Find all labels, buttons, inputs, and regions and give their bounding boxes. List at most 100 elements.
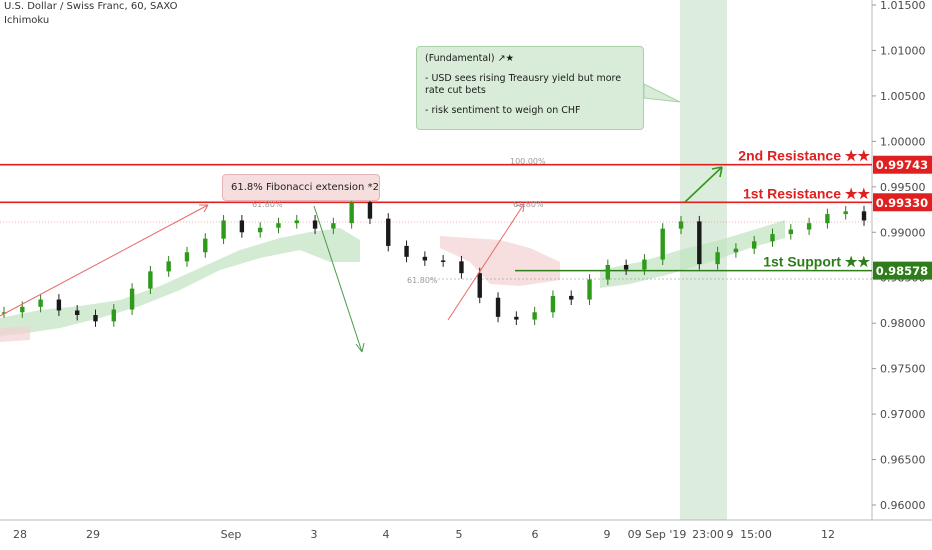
chart-header: U.S. Dollar / Swiss Franc, 60, SAXO Ichi… bbox=[4, 0, 177, 28]
candle-body bbox=[239, 220, 245, 233]
forecast-arrow bbox=[684, 166, 723, 203]
candle-body bbox=[733, 248, 739, 253]
candle-body bbox=[569, 295, 574, 300]
x-tick-label: 29 bbox=[86, 528, 100, 541]
candle-body bbox=[477, 273, 482, 298]
x-tick-label: 23:00 bbox=[692, 528, 724, 541]
upward-arrow bbox=[0, 204, 209, 317]
candle-body bbox=[678, 221, 684, 229]
arrow-head bbox=[711, 166, 723, 178]
y-tick-label: 1.01000 bbox=[880, 44, 926, 57]
candle-body bbox=[770, 234, 775, 242]
candle-body bbox=[440, 260, 446, 262]
x-tick-label: 5 bbox=[456, 528, 463, 541]
price-tag bbox=[873, 155, 932, 174]
candle-body bbox=[111, 309, 116, 322]
level-label: 2nd Resistance ★★ bbox=[738, 148, 870, 164]
candle-body bbox=[697, 221, 702, 265]
candle-body bbox=[587, 279, 592, 300]
candle-body bbox=[788, 229, 794, 235]
level-label: 1st Resistance ★★ bbox=[743, 185, 870, 201]
arrow-head bbox=[515, 203, 525, 213]
y-tick-label: 0.99000 bbox=[880, 226, 926, 239]
candle-body bbox=[276, 223, 281, 228]
candle-body bbox=[550, 295, 556, 313]
price-tag-value: 0.99330 bbox=[876, 196, 928, 210]
candle-body bbox=[349, 202, 354, 224]
candle-body bbox=[861, 211, 867, 221]
fundamental-note: (Fundamental) ↗★ - USD sees rising Treau… bbox=[416, 46, 644, 130]
y-tick-label: 0.96500 bbox=[880, 454, 926, 467]
candle-body bbox=[623, 265, 629, 270]
note-title: (Fundamental) ↗★ bbox=[425, 53, 515, 64]
candle-body bbox=[422, 256, 428, 261]
x-tick-label: 6 bbox=[532, 528, 539, 541]
candle-body bbox=[532, 312, 537, 320]
fib-mark-label: 61.80% bbox=[252, 200, 283, 209]
upward-arrow bbox=[447, 203, 525, 321]
price-tag bbox=[873, 261, 932, 280]
candle-body bbox=[660, 228, 665, 260]
candle-body bbox=[331, 223, 336, 229]
x-tick-label: 28 bbox=[13, 528, 27, 541]
y-tick-label: 0.97000 bbox=[880, 408, 926, 421]
downward-arrow bbox=[313, 205, 363, 353]
ichimoku-cloud bbox=[440, 236, 560, 286]
x-tick-label: 9 bbox=[604, 528, 611, 541]
candle-body bbox=[56, 299, 62, 311]
y-tick-label: 1.01500 bbox=[880, 0, 926, 12]
candle-body bbox=[312, 220, 318, 229]
candle-body bbox=[642, 259, 647, 270]
note-line-2: - risk sentiment to weigh on CHF bbox=[425, 105, 581, 116]
level-label: 1st Support ★★ bbox=[763, 254, 870, 270]
arrow-head bbox=[199, 204, 209, 213]
candle-body bbox=[459, 261, 464, 274]
x-tick-label: 4 bbox=[383, 528, 390, 541]
candle-body bbox=[404, 245, 409, 257]
ichimoku-cloud bbox=[0, 228, 360, 336]
candle-body bbox=[1, 312, 7, 314]
candle-body bbox=[386, 218, 391, 246]
x-tick-label: 12 bbox=[821, 528, 835, 541]
y-tick-label: 0.96000 bbox=[880, 499, 926, 512]
candle-body bbox=[148, 271, 153, 289]
candle-body bbox=[715, 252, 720, 265]
fib-mark-label: 100.00% bbox=[510, 157, 546, 166]
candle-body bbox=[806, 223, 812, 230]
candle-body bbox=[257, 227, 263, 233]
candle-body bbox=[825, 214, 830, 224]
ichimoku-cloud bbox=[0, 326, 30, 342]
note-line-1: - USD sees rising Treausry yield but mor… bbox=[425, 73, 622, 96]
candle-body bbox=[221, 220, 226, 239]
price-tag bbox=[873, 193, 932, 212]
candle-body bbox=[129, 288, 135, 310]
price-tag-value: 0.99743 bbox=[876, 158, 928, 172]
candle-body bbox=[367, 202, 373, 219]
x-tick-label: 9 bbox=[727, 528, 734, 541]
candle-body bbox=[514, 316, 519, 320]
y-tick-label: 0.98000 bbox=[880, 317, 926, 330]
indicator-name: Ichimoku bbox=[4, 15, 50, 26]
symbol-title: U.S. Dollar / Swiss Franc, 60, SAXO bbox=[4, 1, 178, 12]
candle-body bbox=[752, 241, 757, 249]
x-tick-label: 09 Sep '19 bbox=[628, 528, 687, 541]
note-pointer bbox=[643, 83, 681, 103]
candle-body bbox=[38, 299, 43, 307]
fib-mark-label: 61.80% bbox=[513, 200, 544, 209]
candle-body bbox=[495, 297, 501, 317]
y-tick-label: 0.99500 bbox=[880, 181, 926, 194]
y-tick-label: 0.97500 bbox=[880, 363, 926, 376]
candle-body bbox=[843, 211, 848, 215]
candle-body bbox=[74, 310, 80, 315]
candle-body bbox=[166, 261, 171, 272]
candle-body bbox=[184, 252, 190, 262]
arrow-head bbox=[355, 342, 365, 353]
x-tick-label: Sep bbox=[221, 528, 242, 541]
price-tag-value: 0.98578 bbox=[876, 264, 928, 278]
y-tick-label: 1.00000 bbox=[880, 135, 926, 148]
fibonacci-label: 61.8% Fibonacci extension *2 bbox=[222, 174, 380, 201]
candle-body bbox=[93, 315, 98, 322]
candle-body bbox=[605, 265, 611, 280]
x-tick-label: 15:00 bbox=[740, 528, 772, 541]
